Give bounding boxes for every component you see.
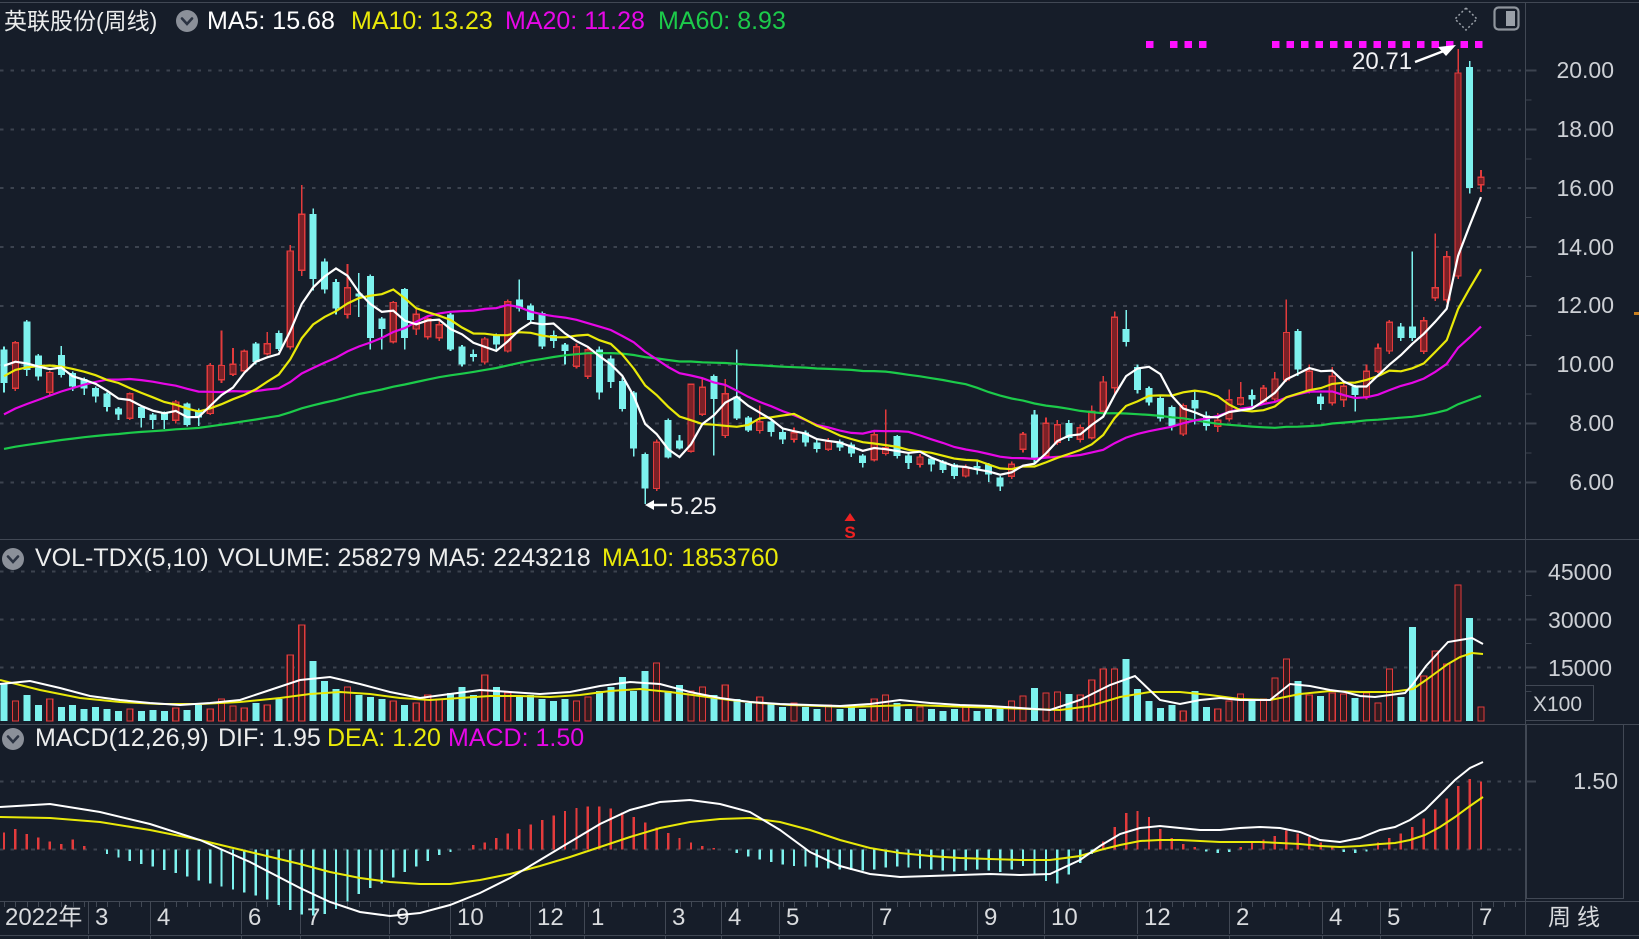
svg-text:DEA: 1.20: DEA: 1.20 — [327, 724, 441, 752]
svg-text:MA10: 1853760: MA10: 1853760 — [602, 544, 779, 572]
svg-text:9: 9 — [984, 904, 997, 931]
svg-text:VOL-TDX(5,10): VOL-TDX(5,10) — [35, 544, 209, 572]
svg-text:8.00: 8.00 — [1569, 410, 1614, 436]
svg-text:MACD: 1.50: MACD: 1.50 — [448, 724, 584, 752]
svg-text:DIF: 1.95: DIF: 1.95 — [218, 724, 321, 752]
svg-text:10.00: 10.00 — [1556, 351, 1614, 377]
svg-text:6: 6 — [248, 904, 261, 931]
svg-text:7: 7 — [879, 904, 892, 931]
svg-text:9: 9 — [396, 904, 409, 931]
svg-text:2: 2 — [1236, 904, 1249, 931]
svg-text:4: 4 — [728, 904, 741, 931]
svg-text:VOLUME: 258279: VOLUME: 258279 — [218, 544, 421, 572]
svg-text:6.00: 6.00 — [1569, 469, 1614, 495]
svg-text:20.00: 20.00 — [1556, 57, 1614, 83]
svg-text:3: 3 — [95, 904, 108, 931]
svg-text:14.00: 14.00 — [1556, 234, 1614, 260]
svg-text:MA5: 2243218: MA5: 2243218 — [428, 544, 591, 572]
svg-text:5: 5 — [1387, 904, 1400, 931]
svg-text:20.71: 20.71 — [1352, 48, 1412, 75]
svg-text:5.25: 5.25 — [670, 493, 717, 520]
svg-text:MA10: 13.23: MA10: 13.23 — [351, 7, 493, 35]
svg-text:7: 7 — [1479, 904, 1492, 931]
svg-text:7: 7 — [307, 904, 320, 931]
svg-text:X100: X100 — [1533, 693, 1582, 716]
svg-text:英联股份(周线): 英联股份(周线) — [4, 8, 157, 34]
svg-text:30000: 30000 — [1548, 607, 1612, 633]
svg-text:3: 3 — [672, 904, 685, 931]
svg-text:45000: 45000 — [1548, 559, 1612, 585]
svg-text:2022年: 2022年 — [5, 904, 82, 931]
svg-text:12: 12 — [1144, 904, 1171, 931]
svg-text:4: 4 — [157, 904, 170, 931]
svg-text:10: 10 — [457, 904, 484, 931]
svg-text:15000: 15000 — [1548, 655, 1612, 681]
svg-text:1.50: 1.50 — [1573, 768, 1618, 794]
svg-text:S: S — [844, 523, 855, 542]
svg-text:12.00: 12.00 — [1556, 292, 1614, 318]
svg-text:16.00: 16.00 — [1556, 175, 1614, 201]
svg-text:MA60: 8.93: MA60: 8.93 — [658, 7, 786, 35]
svg-text:18.00: 18.00 — [1556, 116, 1614, 142]
svg-text:1: 1 — [591, 904, 604, 931]
svg-text:10: 10 — [1051, 904, 1078, 931]
svg-text:12: 12 — [537, 904, 564, 931]
svg-text:4: 4 — [1329, 904, 1342, 931]
svg-text:MA5: 15.68: MA5: 15.68 — [207, 7, 335, 35]
svg-text:MACD(12,26,9): MACD(12,26,9) — [35, 724, 209, 752]
svg-text:周线: 周线 — [1548, 904, 1606, 930]
svg-text:5: 5 — [786, 904, 799, 931]
svg-text:MA20: 11.28: MA20: 11.28 — [505, 7, 645, 35]
